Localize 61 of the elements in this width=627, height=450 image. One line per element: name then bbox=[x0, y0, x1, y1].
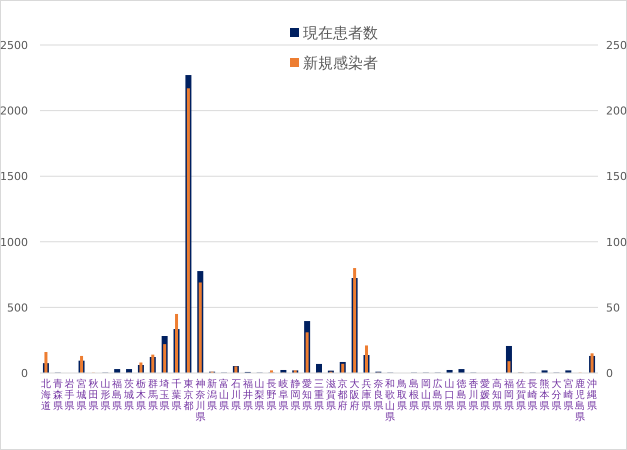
x-tick-label: 和歌山県 bbox=[385, 378, 396, 423]
y2-tick-label: 50 bbox=[606, 301, 620, 314]
x-tick-label: 山口県 bbox=[444, 378, 455, 412]
x-tick-label: 愛媛県 bbox=[480, 378, 490, 412]
x-tick-label: 奈良県 bbox=[373, 379, 384, 412]
x-tick-label: 石川県 bbox=[230, 379, 241, 412]
x-tick-label: 栃木県 bbox=[136, 378, 146, 412]
x-tick-label: 北海道 bbox=[40, 378, 51, 412]
x-tick-label: 静岡県 bbox=[290, 378, 300, 412]
x-tick-label: 愛知県 bbox=[302, 378, 312, 412]
x-tick-label: 長崎県 bbox=[528, 379, 538, 412]
x-tick-label: 長野県 bbox=[266, 379, 277, 412]
legend-label: 新規感染者 bbox=[303, 54, 378, 72]
x-tick-label: 香川県 bbox=[468, 378, 478, 412]
x-tick-label: 兵庫県 bbox=[361, 378, 372, 412]
x-tick-label: 茨城県 bbox=[123, 378, 134, 412]
x-tick-label: 滋賀県 bbox=[326, 378, 336, 412]
x-tick-label: 神奈川県 bbox=[195, 378, 206, 423]
x-tick-label: 新潟県 bbox=[207, 378, 218, 412]
x-tick-label: 山形県 bbox=[100, 378, 110, 412]
x-tick-label: 富山県 bbox=[219, 378, 230, 412]
x-tick-label: 岩手県 bbox=[64, 378, 75, 412]
x-tick-label: 島根県 bbox=[408, 378, 419, 412]
x-tick-label: 山梨県 bbox=[254, 378, 265, 412]
y-tick-label: 500 bbox=[7, 301, 28, 314]
x-tick-label: 埼玉県 bbox=[158, 378, 170, 412]
x-tick-label: 大分県 bbox=[551, 378, 562, 412]
x-tick-label: 大阪府 bbox=[350, 378, 360, 412]
x-tick-label: 福岡県 bbox=[504, 378, 514, 412]
y2-tick-label: 250 bbox=[606, 39, 627, 52]
y2-tick-label: 200 bbox=[606, 104, 627, 118]
y-tick-label: 1000 bbox=[0, 236, 28, 249]
x-tick-label: 徳島県 bbox=[456, 379, 466, 412]
y2-tick-label: 0 bbox=[606, 367, 613, 380]
x-tick-label: 佐賀県 bbox=[516, 379, 526, 412]
x-tick-label: 宮崎県 bbox=[563, 378, 574, 412]
x-tick-label: 沖縄県 bbox=[586, 378, 598, 412]
x-tick-label: 熊本県 bbox=[540, 378, 550, 412]
x-tick-label: 岡山県 bbox=[420, 379, 431, 412]
x-tick-label: 千葉県 bbox=[172, 378, 182, 412]
x-tick-label: 群馬県 bbox=[146, 378, 158, 412]
x-tick-label: 宮城県 bbox=[76, 378, 87, 412]
y-tick-label: 2500 bbox=[0, 39, 28, 52]
y-tick-label: 2000 bbox=[0, 104, 28, 118]
y2-tick-label: 150 bbox=[606, 170, 627, 184]
x-tick-label: 鹿児島県 bbox=[575, 378, 586, 423]
y2-tick-label: 100 bbox=[606, 236, 627, 249]
x-tick-label: 高知県 bbox=[492, 378, 502, 412]
x-tick-label: 鳥取県 bbox=[396, 378, 408, 412]
x-tick-label: 岐阜県 bbox=[278, 378, 288, 412]
x-tick-label: 福島県 bbox=[112, 378, 122, 412]
x-tick-label: 京都府 bbox=[338, 378, 348, 412]
x-tick-label: 青森県 bbox=[52, 378, 63, 412]
y-tick-label: 0 bbox=[21, 367, 28, 380]
legend-label: 現在患者数 bbox=[303, 24, 378, 42]
x-tick-label: 広島県 bbox=[432, 378, 443, 412]
x-tick-label: 東京都 bbox=[183, 378, 194, 412]
x-tick-label: 三重県 bbox=[314, 379, 324, 412]
x-tick-label: 秋田県 bbox=[88, 378, 98, 412]
y-tick-label: 1500 bbox=[0, 170, 28, 184]
x-tick-label: 福井県 bbox=[242, 378, 253, 412]
